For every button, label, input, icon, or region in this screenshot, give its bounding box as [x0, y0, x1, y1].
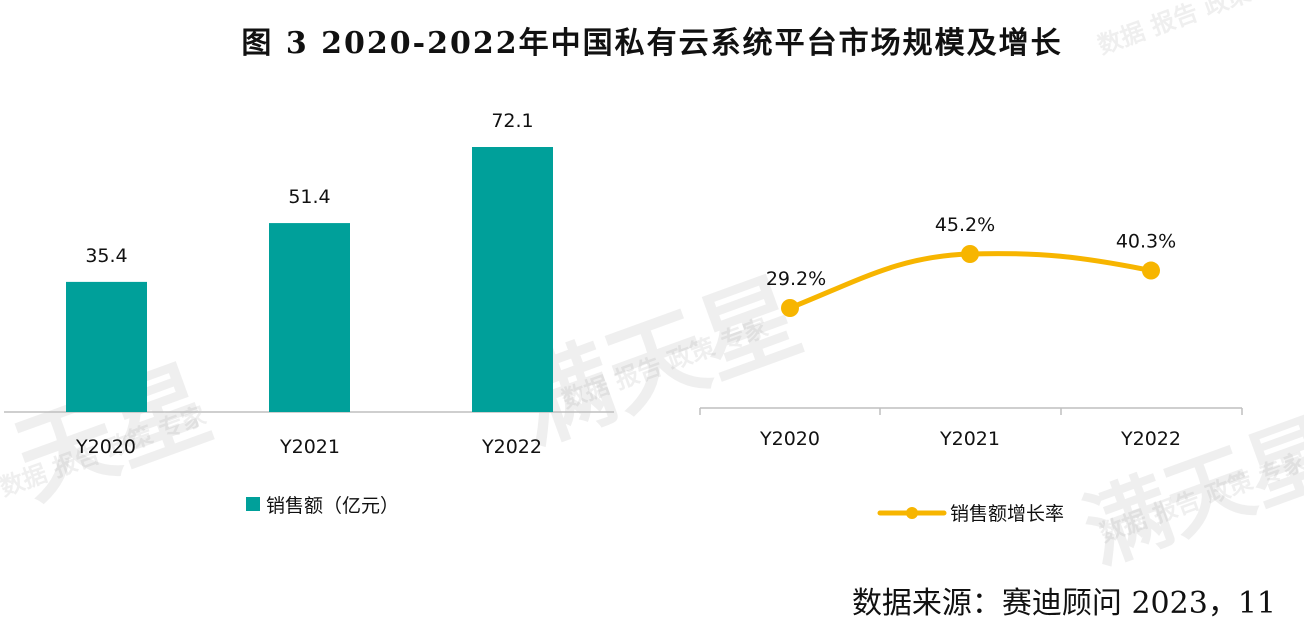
- bar-x-tick-y2021: Y2021: [279, 436, 340, 458]
- bar-y2020: [66, 281, 147, 412]
- bar-y2022: [472, 147, 553, 412]
- bar-legend-swatch: [246, 497, 260, 511]
- data-source: 数据来源：赛迪顾问 2023，11: [851, 586, 1276, 621]
- line-x-tick-y2020: Y2020: [759, 428, 820, 450]
- bar-value-label-y2021: 51.4: [288, 186, 330, 208]
- line-legend-label: 销售额增长率: [950, 503, 1064, 525]
- line-point-y2020: [781, 299, 799, 317]
- bar-x-tick-y2020: Y2020: [75, 436, 136, 458]
- line-value-label-y2020: 29.2%: [766, 268, 826, 290]
- line-value-label-y2021: 45.2%: [935, 214, 995, 236]
- line-x-tick-y2021: Y2021: [939, 428, 1000, 450]
- bar-legend-label: 销售额（亿元）: [266, 495, 399, 517]
- bar-value-label-y2020: 35.4: [85, 245, 127, 267]
- line-point-y2022: [1142, 261, 1160, 280]
- line-value-label-y2022: 40.3%: [1116, 231, 1176, 253]
- bar-x-tick-y2022: Y2022: [481, 436, 542, 458]
- chart-title: 图 3 2020-2022年中国私有云系统平台市场规模及增长: [241, 26, 1063, 61]
- bar-y2021: [269, 223, 350, 412]
- line-x-tick-y2022: Y2022: [1120, 428, 1181, 450]
- line-point-y2021: [961, 245, 979, 263]
- bar-value-label-y2022: 72.1: [491, 110, 533, 132]
- line-legend-marker: [906, 507, 918, 519]
